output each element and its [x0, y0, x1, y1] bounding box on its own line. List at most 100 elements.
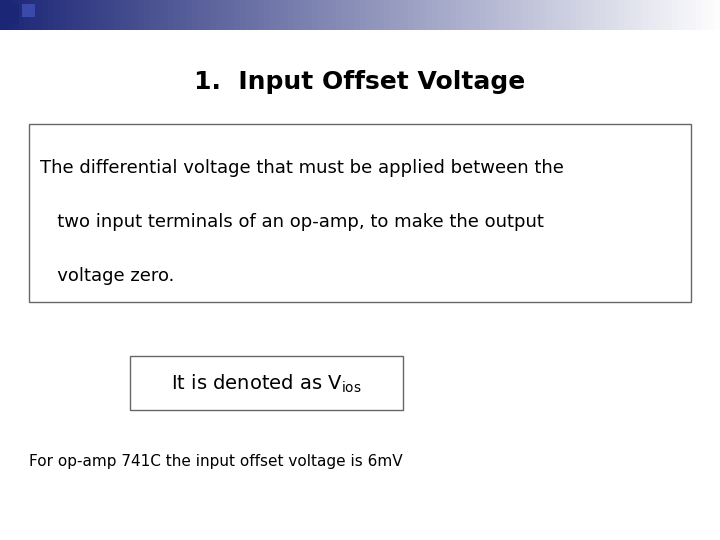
Bar [546, 0, 553, 30]
Bar [492, 0, 499, 30]
Bar [324, 0, 330, 30]
Bar [144, 0, 150, 30]
Bar [498, 0, 505, 30]
Bar [450, 0, 456, 30]
Bar [468, 0, 474, 30]
Bar [198, 0, 204, 30]
Bar [636, 0, 643, 30]
Bar [228, 0, 235, 30]
Bar [210, 0, 217, 30]
Bar [36, 0, 42, 30]
Bar [330, 0, 337, 30]
Bar [456, 0, 463, 30]
Bar [606, 0, 613, 30]
FancyBboxPatch shape [130, 356, 403, 410]
Bar [22, 4, 35, 17]
Bar [348, 0, 355, 30]
Bar [366, 0, 373, 30]
Bar [618, 0, 625, 30]
Bar [264, 0, 271, 30]
Bar [0, 0, 6, 30]
Bar [612, 0, 618, 30]
Bar [486, 0, 492, 30]
Bar [420, 0, 427, 30]
Bar [408, 0, 415, 30]
Bar [270, 0, 276, 30]
Bar [180, 0, 186, 30]
Bar [192, 0, 199, 30]
Bar [396, 0, 402, 30]
Text: 1.  Input Offset Voltage: 1. Input Offset Voltage [194, 70, 526, 94]
Bar [72, 0, 78, 30]
Bar [576, 0, 582, 30]
Bar [312, 0, 319, 30]
Bar [12, 0, 19, 30]
Bar [156, 0, 163, 30]
Text: It is denoted as $\mathregular{V_{ios}}$: It is denoted as $\mathregular{V_{ios}}$ [171, 372, 361, 395]
Bar [570, 0, 577, 30]
Bar [342, 0, 348, 30]
Bar [162, 0, 168, 30]
Bar [522, 0, 528, 30]
Bar [168, 0, 175, 30]
Bar [282, 0, 289, 30]
Bar [42, 0, 49, 30]
Bar [300, 0, 307, 30]
Bar [96, 0, 103, 30]
Bar [258, 0, 265, 30]
Bar [114, 0, 121, 30]
Bar [480, 0, 487, 30]
Bar [132, 0, 139, 30]
Bar [684, 0, 690, 30]
Bar [30, 0, 37, 30]
Bar [414, 0, 420, 30]
Bar [630, 0, 636, 30]
Bar [642, 0, 649, 30]
Bar [510, 0, 517, 30]
Bar [234, 0, 240, 30]
Bar [54, 0, 60, 30]
Bar [714, 0, 720, 30]
Bar [288, 0, 294, 30]
Text: voltage zero.: voltage zero. [40, 267, 174, 285]
Bar [354, 0, 361, 30]
Bar [24, 0, 31, 30]
Bar [306, 0, 312, 30]
Bar [138, 0, 145, 30]
Text: The differential voltage that must be applied between the: The differential voltage that must be ap… [40, 159, 564, 177]
Bar [102, 0, 109, 30]
Bar [708, 0, 715, 30]
Bar [372, 0, 379, 30]
Bar [516, 0, 523, 30]
Bar [690, 0, 697, 30]
Bar [588, 0, 595, 30]
Bar [582, 0, 589, 30]
Bar [552, 0, 559, 30]
Bar [90, 0, 96, 30]
Bar [474, 0, 481, 30]
Bar [18, 0, 24, 30]
Bar [384, 0, 391, 30]
Text: For op-amp 741C the input offset voltage is 6mV: For op-amp 741C the input offset voltage… [29, 454, 402, 469]
Bar [564, 0, 571, 30]
Bar [126, 0, 132, 30]
Bar [390, 0, 397, 30]
Bar [120, 0, 127, 30]
Bar [186, 0, 193, 30]
Bar [84, 0, 91, 30]
Bar [6, 0, 13, 30]
Bar [360, 0, 366, 30]
Bar [402, 0, 409, 30]
Bar [654, 0, 661, 30]
Bar [438, 0, 445, 30]
Bar [462, 0, 469, 30]
Bar [540, 0, 546, 30]
Bar [336, 0, 343, 30]
Bar [150, 0, 157, 30]
Bar [222, 0, 229, 30]
Bar [240, 0, 247, 30]
Bar [4, 4, 19, 24]
Bar [48, 0, 55, 30]
Bar [252, 0, 258, 30]
Bar [276, 0, 283, 30]
